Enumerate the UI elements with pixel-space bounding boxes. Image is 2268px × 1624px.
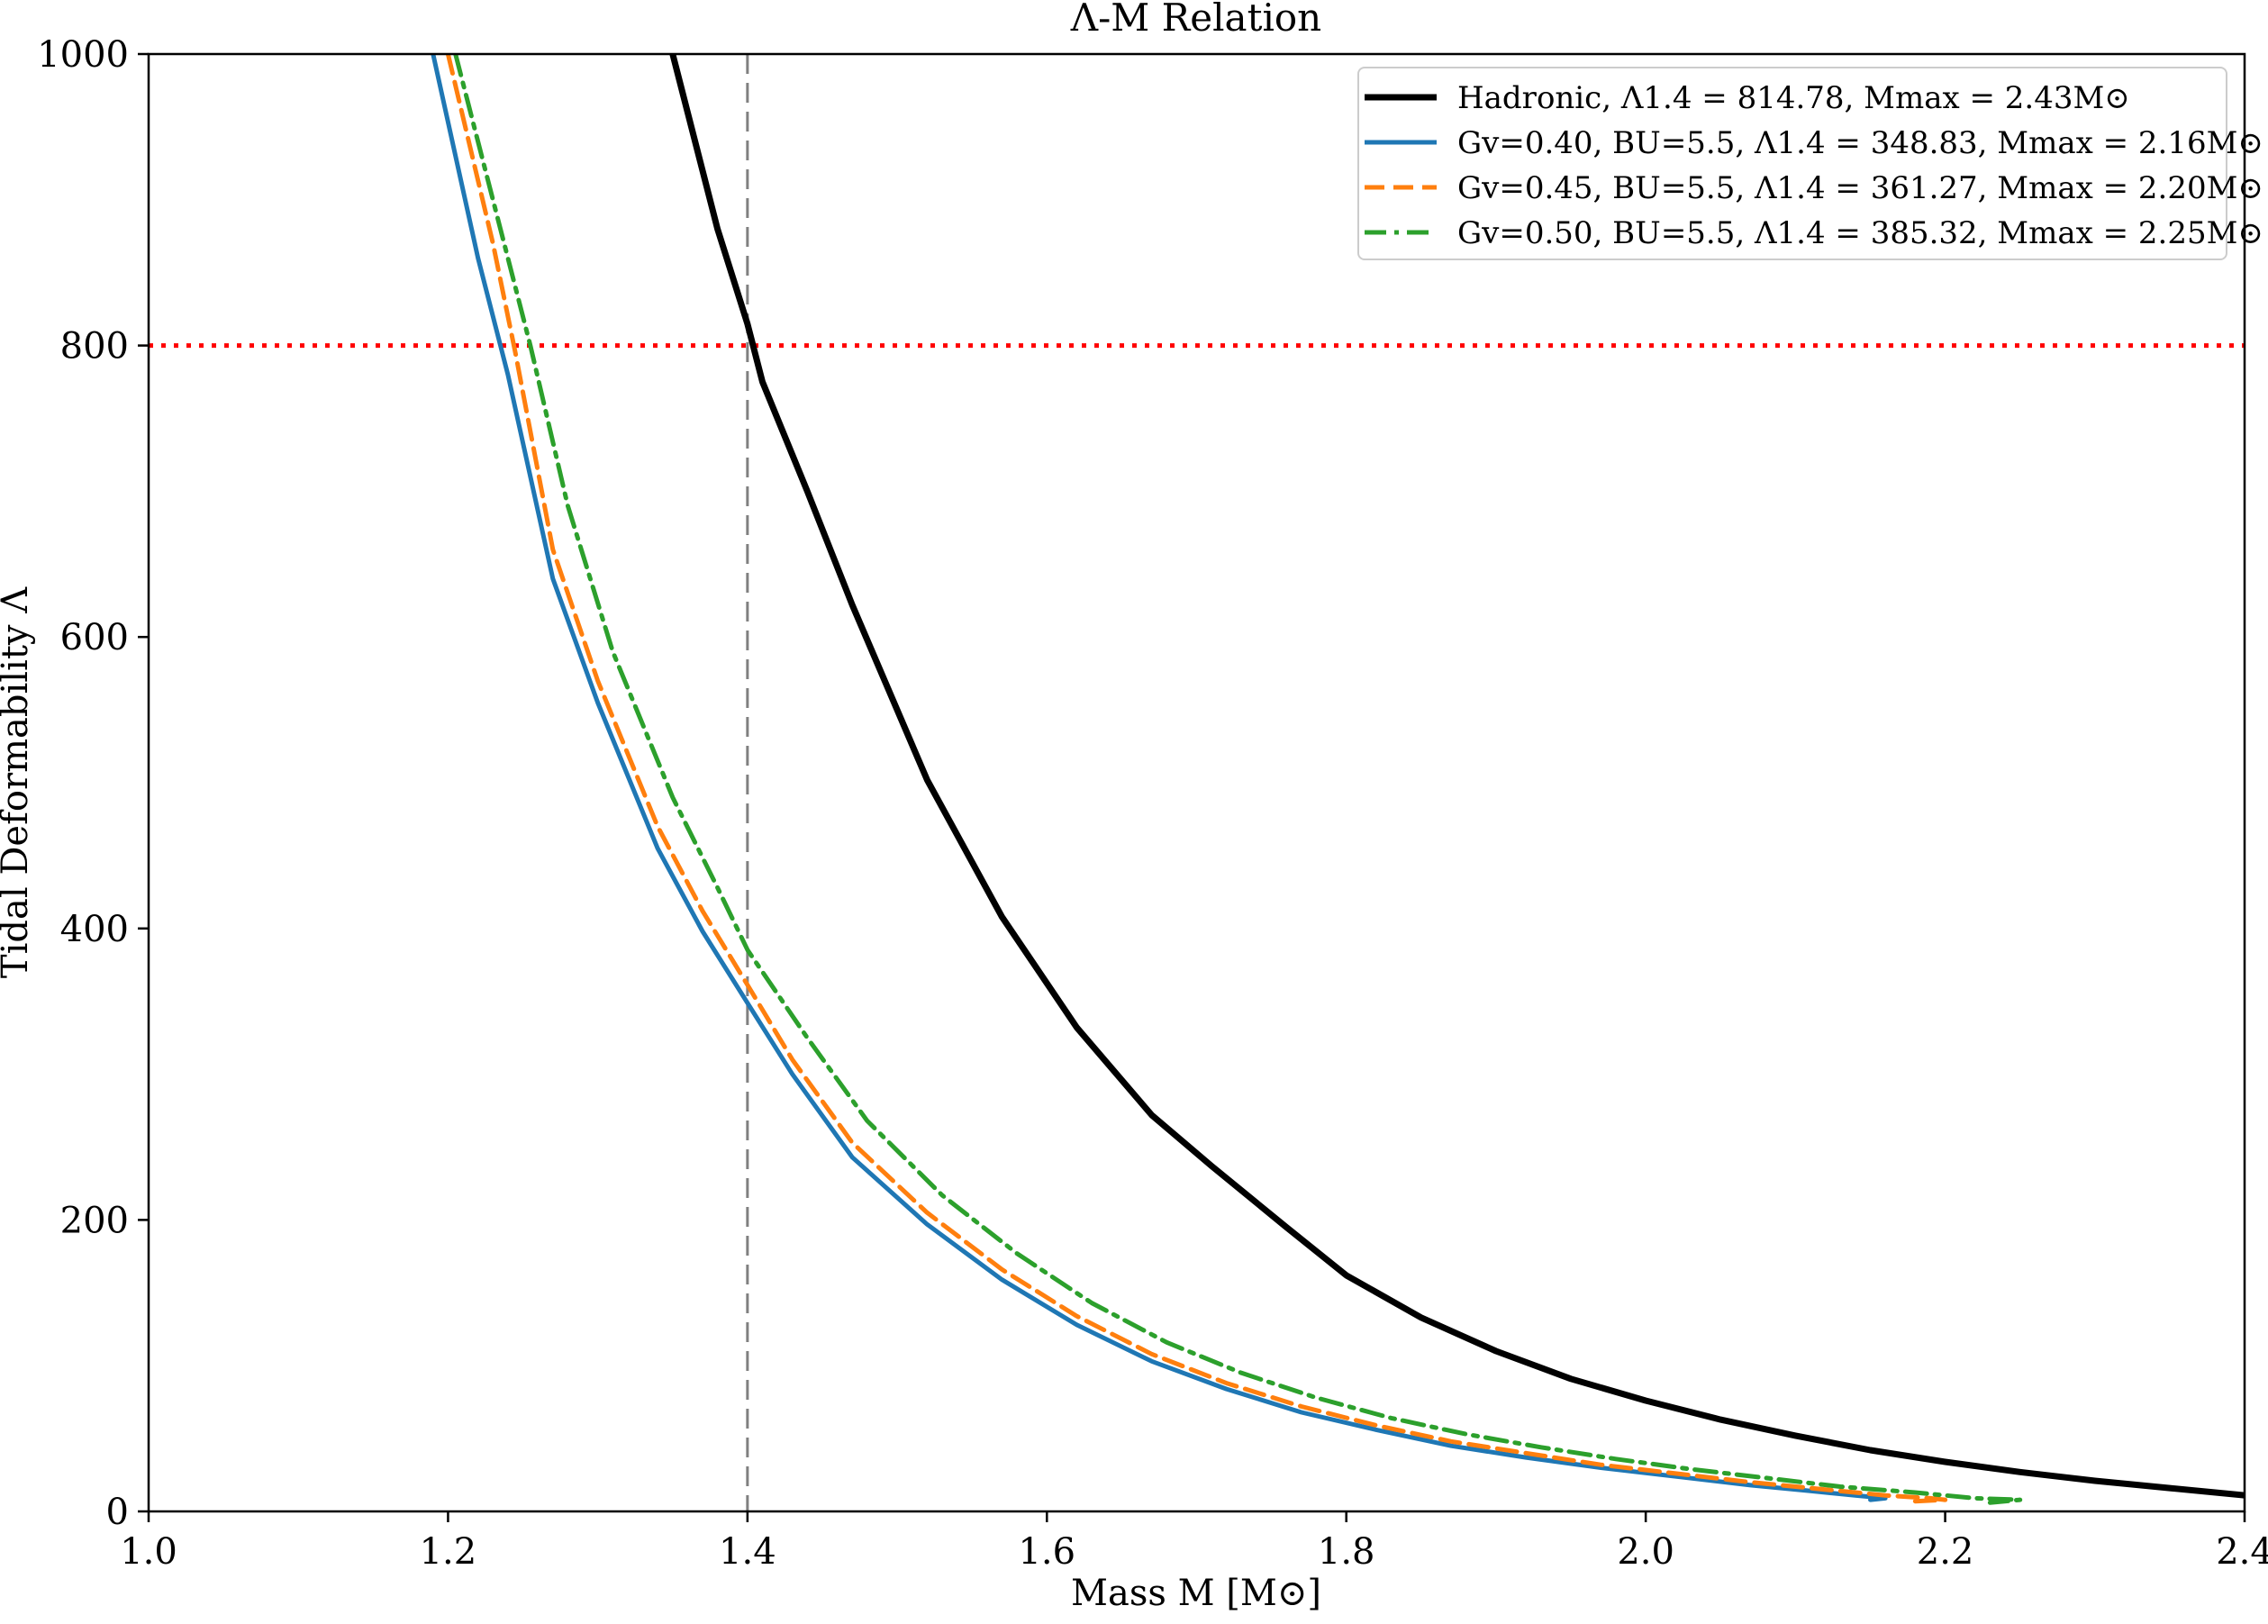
x-tick-label: 1.8 — [1318, 1531, 1375, 1573]
chart-title: Λ-M Relation — [1070, 0, 1321, 40]
x-tick-label: 2.4 — [2216, 1531, 2268, 1573]
legend-label: Hadronic, Λ1.4 = 814.78, Mmax = 2.43M⊙ — [1457, 80, 2130, 116]
y-tick-label: 400 — [60, 909, 129, 950]
x-tick-label: 1.4 — [719, 1531, 776, 1573]
y-tick-label: 800 — [60, 326, 129, 367]
y-tick-label: 1000 — [37, 34, 129, 76]
series-lines — [431, 54, 2245, 1505]
y-tick-label: 600 — [60, 617, 129, 658]
legend: Hadronic, Λ1.4 = 814.78, Mmax = 2.43M⊙ Gv… — [1357, 67, 2263, 260]
y-axis-label: Tidal Deformability Λ — [0, 586, 36, 978]
x-axis-label: Mass M [M⊙] — [1071, 1573, 1321, 1614]
series-line-3 — [445, 54, 1948, 1504]
x-tick-label: 2.0 — [1617, 1531, 1674, 1573]
y-tick-label: 0 — [106, 1492, 129, 1533]
series-line-1 — [669, 54, 2245, 1499]
y-tick-label: 200 — [60, 1200, 129, 1241]
series-line-2 — [431, 54, 1888, 1502]
legend-label: Gv=0.50, BU=5.5, Λ1.4 = 385.32, Mmax = 2… — [1457, 215, 2263, 251]
legend-label: Gv=0.45, BU=5.5, Λ1.4 = 361.27, Mmax = 2… — [1457, 170, 2263, 206]
legend-box — [1357, 67, 2227, 260]
x-tick-label: 1.6 — [1018, 1531, 1075, 1573]
x-axis-ticks: 1.0 1.2 1.4 1.6 1.8 2.0 2.2 2.4 — [120, 1511, 2268, 1573]
plot-frame — [147, 52, 2246, 1513]
x-tick-label: 2.2 — [1917, 1531, 1974, 1573]
series-line-4 — [453, 54, 2023, 1505]
x-tick-label: 1.0 — [120, 1531, 177, 1573]
reference-lines — [149, 54, 2245, 1511]
x-tick-label: 1.2 — [420, 1531, 477, 1573]
y-axis-ticks: 0 200 400 600 800 1000 — [37, 34, 149, 1533]
legend-label: Gv=0.40, BU=5.5, Λ1.4 = 348.83, Mmax = 2… — [1457, 125, 2263, 161]
